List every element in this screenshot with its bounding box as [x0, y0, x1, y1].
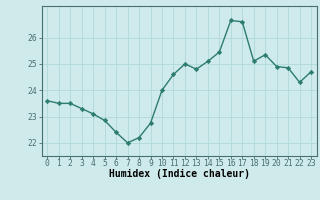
X-axis label: Humidex (Indice chaleur): Humidex (Indice chaleur): [109, 169, 250, 179]
